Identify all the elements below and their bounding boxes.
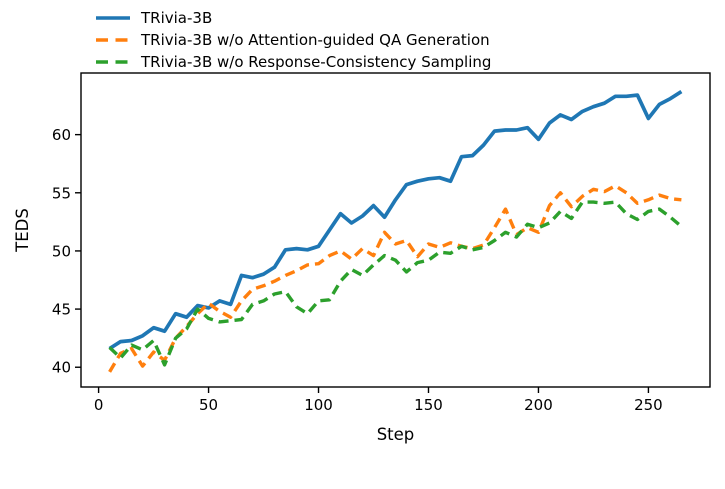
legend-item-wo-attention-guided-qa: TRivia-3B w/o Attention-guided QA Genera… <box>96 29 491 51</box>
legend: TRivia-3B TRivia-3B w/o Attention-guided… <box>96 7 491 73</box>
legend-label: TRivia-3B <box>141 9 213 27</box>
axes-frame <box>80 72 711 388</box>
legend-line-swatch-solid-icon <box>96 16 130 20</box>
y-tick-label: 60 <box>52 126 71 144</box>
x-axis-label: Step <box>377 425 415 444</box>
y-axis-label: TEDS <box>13 208 32 253</box>
x-tick-label: 100 <box>304 396 333 414</box>
legend-label: TRivia-3B w/o Response-Consistency Sampl… <box>141 53 492 71</box>
x-tick-label: 0 <box>94 396 104 414</box>
legend-item-trivia-3b: TRivia-3B <box>96 7 491 29</box>
legend-label: TRivia-3B w/o Attention-guided QA Genera… <box>141 31 490 49</box>
x-tick-label: 50 <box>199 396 218 414</box>
y-tick-label: 45 <box>52 301 71 319</box>
y-tick-label: 40 <box>52 359 71 377</box>
y-tick-label: 50 <box>52 242 71 260</box>
x-tick-label: 250 <box>634 396 663 414</box>
x-tick-label: 200 <box>524 396 553 414</box>
legend-line-swatch-dashed-icon <box>96 60 130 64</box>
x-tick-label: 150 <box>414 396 443 414</box>
legend-item-wo-response-consistency: TRivia-3B w/o Response-Consistency Sampl… <box>96 51 491 73</box>
series-line-2 <box>108 200 683 367</box>
legend-line-swatch-dashed-icon <box>96 38 130 42</box>
y-tick-label: 55 <box>52 184 71 202</box>
series-line-1 <box>108 184 682 373</box>
